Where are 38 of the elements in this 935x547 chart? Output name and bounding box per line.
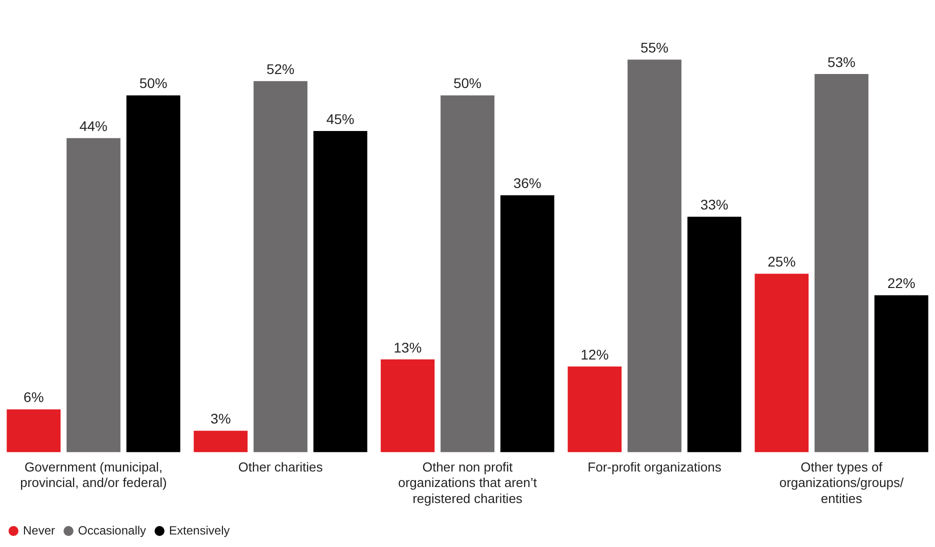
bar (194, 430, 248, 452)
data-label: 22% (887, 275, 916, 292)
legend-label: Never (23, 523, 56, 538)
data-label: 52% (266, 60, 295, 77)
data-label: 53% (827, 54, 856, 70)
bar (6, 409, 61, 452)
bar (814, 74, 868, 452)
bar (126, 95, 180, 452)
bar (687, 216, 742, 452)
data-label: 50% (453, 75, 482, 92)
x-tick-label: Other charities (238, 460, 324, 475)
data-label: 55% (640, 40, 669, 56)
legend-label: Occasionally (78, 523, 146, 538)
data-label: 45% (326, 110, 354, 127)
bar (440, 95, 494, 452)
legend-label: Extensively (169, 523, 230, 538)
bar (380, 359, 435, 452)
data-label: 12% (580, 346, 609, 362)
data-label: 36% (513, 175, 542, 192)
x-tick-label: Other types of organizations/groups/ entities (779, 460, 904, 506)
data-label: 13% (394, 339, 422, 356)
bar (754, 274, 809, 452)
bar (313, 131, 368, 452)
data-label: 6% (24, 389, 44, 406)
x-tick-label: For-profit organizations (588, 460, 722, 475)
data-label: 3% (210, 410, 231, 427)
bar (500, 195, 554, 452)
bar (628, 60, 682, 452)
data-label: 50% (139, 75, 168, 92)
data-label: 33% (700, 196, 728, 213)
data-label: 25% (768, 254, 796, 270)
bar (254, 81, 308, 452)
bar (568, 366, 622, 452)
bar (66, 138, 120, 452)
x-tick-label: Other non profit organizations that aren’t registered charities (398, 460, 538, 506)
x-tick-label: Government (municipal, provincial, and/or federal) (20, 460, 167, 490)
bar (874, 295, 928, 452)
data-label: 44% (79, 118, 108, 134)
